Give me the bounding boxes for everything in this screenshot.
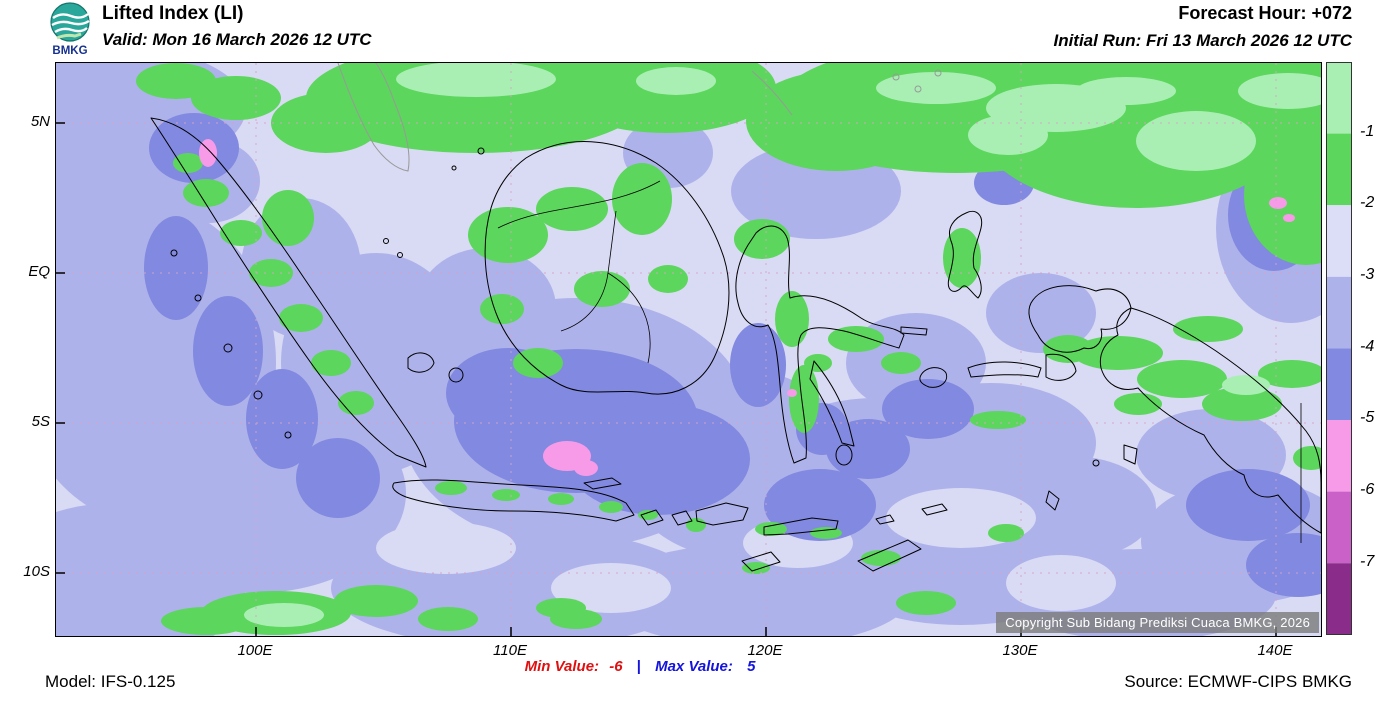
bmkg-logo: BMKG	[50, 2, 90, 57]
legend-tick-label: -4	[1360, 338, 1375, 355]
legend-tick-label: -2	[1360, 194, 1375, 211]
min-value: -6	[609, 658, 623, 675]
logo-land-icon	[56, 32, 82, 40]
li-colorbar	[1326, 62, 1352, 635]
legend-swatch	[1326, 62, 1352, 134]
lon-label-140e: 140E	[1257, 642, 1293, 659]
page-title: Lifted Index (LI)	[102, 3, 244, 24]
legend-tick-label: -7	[1360, 553, 1375, 570]
logo-wave-icon	[52, 13, 89, 19]
logo-wave-icon	[54, 27, 88, 34]
legend-swatch	[1326, 563, 1352, 635]
map-frame: Copyright Sub Bidang Prediksi Cuaca BMKG…	[55, 62, 1322, 637]
legend-tick-label: -1	[1360, 123, 1375, 140]
minmax-line: Min Value: -6 | Max Value: 5	[0, 658, 1280, 675]
foreign-coastline-layer	[337, 63, 942, 172]
legend-swatch	[1326, 133, 1352, 206]
max-value-label: Max Value:	[655, 658, 733, 675]
legend-tick-label: -3	[1360, 266, 1375, 283]
legend-swatch	[1326, 491, 1352, 564]
forecast-hour-label: Forecast Hour: +072	[1178, 3, 1352, 23]
coastline-layer	[150, 117, 1321, 572]
copyright-banner: Copyright Sub Bidang Prediksi Cuaca BMKG…	[996, 612, 1319, 633]
minmax-separator: |	[636, 658, 641, 675]
legend-tick-label: -6	[1360, 481, 1375, 498]
legend-swatch	[1326, 348, 1352, 420]
initial-run-label: Initial Run: Fri 13 March 2026 12 UTC	[1053, 31, 1352, 50]
lat-label-5s: 5S	[31, 413, 50, 430]
legend-swatch	[1326, 276, 1352, 349]
li-minus5-region-layer	[199, 139, 1295, 476]
max-value: 5	[747, 658, 756, 675]
legend-swatch	[1326, 420, 1352, 492]
model-label: Model: IFS-0.125	[45, 672, 176, 691]
logo-text: BMKG	[52, 45, 87, 57]
lat-label-10s: 10S	[23, 563, 50, 580]
lon-label-130e: 130E	[1002, 642, 1038, 659]
legend-swatch	[1326, 205, 1352, 277]
legend-border	[1326, 62, 1352, 635]
lat-label-5n: 5N	[30, 113, 50, 130]
graticule-gridlines	[56, 63, 1321, 636]
lat-label-eq: EQ	[28, 263, 50, 280]
lon-label-120e: 120E	[747, 642, 783, 659]
header-right: Forecast Hour: +072 Initial Run: Fri 13 …	[1053, 3, 1352, 51]
lon-label-110e: 110E	[493, 642, 527, 659]
min-value-label: Min Value:	[524, 658, 600, 675]
logo-wave-icon	[51, 19, 90, 27]
valid-time-label: Valid: Mon 16 March 2026 12 UTC	[102, 30, 372, 49]
lon-label-100e: 100E	[237, 642, 273, 659]
legend-tick-label: -5	[1360, 409, 1375, 426]
lifted-index-map	[56, 63, 1321, 636]
source-label: Source: ECMWF-CIPS BMKG	[1124, 672, 1352, 691]
